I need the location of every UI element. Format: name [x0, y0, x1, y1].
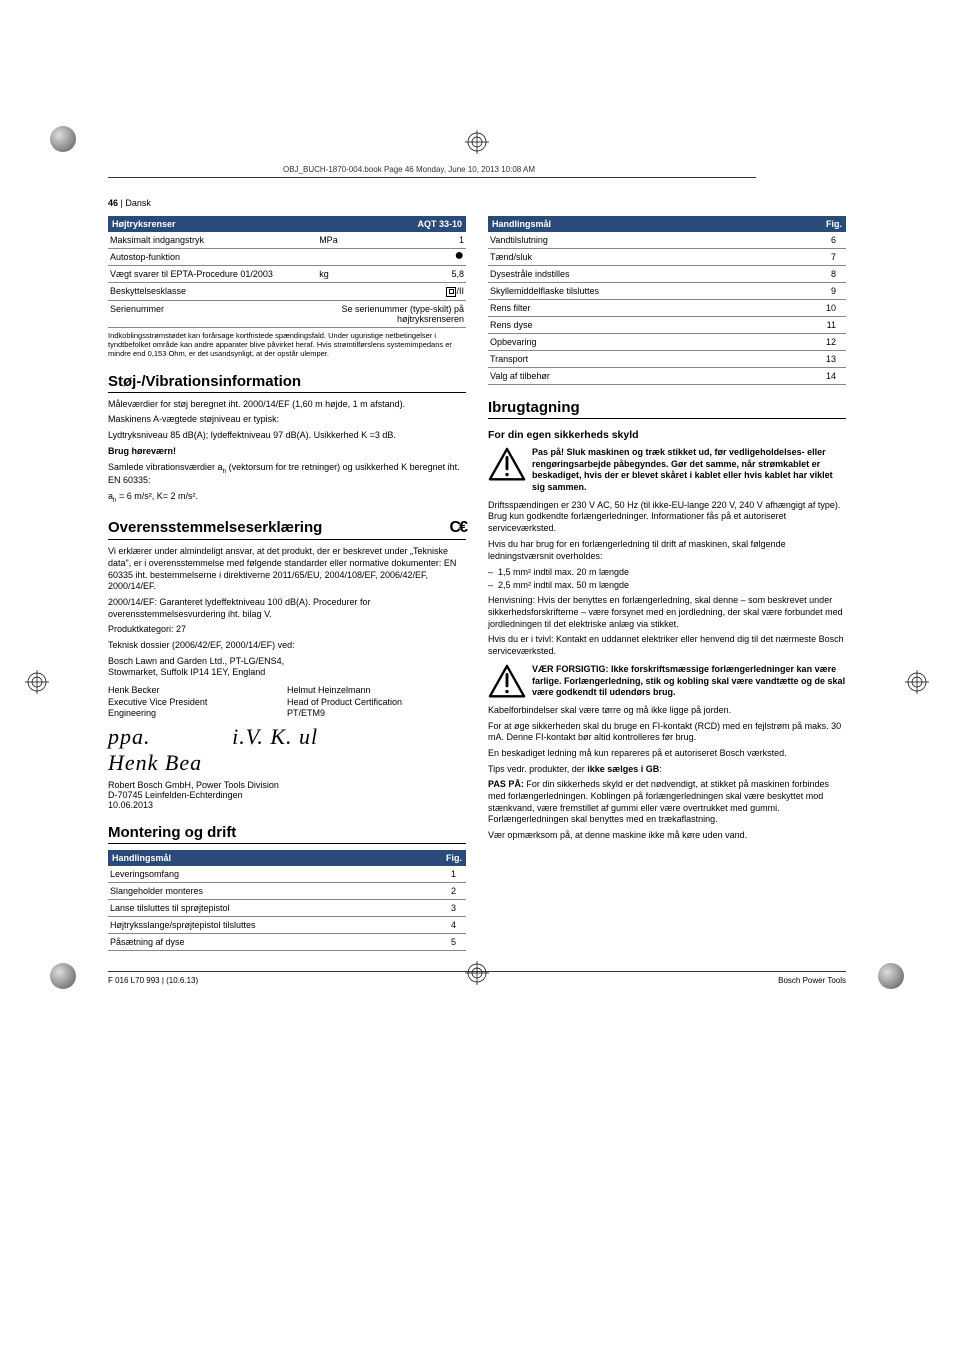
spec-header-left: Højtryksrenser — [112, 219, 417, 229]
noise-p6: ah = 6 m/s², K= 2 m/s². — [108, 491, 466, 505]
table-row: Valg af tilbehør14 — [488, 368, 846, 385]
conf-p2: 2000/14/EF: Garanteret lydeffektniveau 1… — [108, 597, 466, 620]
comm-p4: Hvis du er i tvivl: Kontakt en uddannet … — [488, 634, 846, 657]
assembly-rows-b: Vandtilslutning6Tænd/sluk7Dysestråle ind… — [488, 232, 846, 385]
table-row: Tænd/sluk7 — [488, 249, 846, 266]
page-header: 46 | Dansk — [108, 198, 846, 208]
cable-list: 1,5 mm² indtil max. 20 m længde 2,5 mm² … — [488, 566, 846, 591]
footer-left: F 016 L70 993 | (10.6.13) — [108, 976, 198, 985]
registration-mark — [465, 130, 489, 154]
left-column: Højtryksrenser AQT 33-10 Maksimalt indga… — [108, 216, 466, 951]
noise-p5: Samlede vibrationsværdier ah (vektorsum … — [108, 462, 466, 488]
comm-p8: Tips vedr. produkter, der ikke sælges i … — [488, 764, 846, 776]
table-row: Lanse tilsluttes til sprøjtepistol3 — [108, 900, 466, 917]
sig2-title: Head of Product Certification — [287, 697, 466, 709]
conf-p6: Stowmarket, Suffolk IP14 1EY, England — [108, 667, 466, 679]
table-row: Maksimalt indgangstrykMPa1 — [108, 232, 466, 249]
comm-p5: Kabelforbindelser skal være tørre og må … — [488, 705, 846, 717]
book-header: OBJ_BUCH-1870-004.book Page 46 Monday, J… — [108, 155, 756, 178]
conf-p5: Bosch Lawn and Garden Ltd., PT-LG/ENS4, — [108, 656, 466, 668]
safety-subheading: For din egen sikkerheds skyld — [488, 429, 846, 441]
gradient-mark — [878, 963, 904, 989]
warning-2-text: VÆR FORSIGTIG: Ikke forskriftsmæssige fo… — [532, 664, 846, 699]
gradient-mark — [50, 963, 76, 989]
noise-p1: Måleværdier for støj beregnet iht. 2000/… — [108, 399, 466, 411]
sig1-name: Henk Becker — [108, 685, 287, 697]
noise-p3: Lydtryksniveau 85 dB(A); lydeffektniveau… — [108, 430, 466, 442]
gradient-mark — [50, 126, 76, 152]
warning-1-text: Pas på! Sluk maskinen og træk stikket ud… — [532, 447, 846, 494]
spec-table-header: Højtryksrenser AQT 33-10 — [108, 216, 466, 232]
assembly-rows-a: Leveringsomfang1Slangeholder monteres2La… — [108, 866, 466, 951]
lang-label: Dansk — [125, 198, 151, 208]
comm-p7: En beskadiget ledning må kun repareres p… — [488, 748, 846, 760]
addr2: D-70745 Leinfelden-Echterdingen — [108, 790, 466, 800]
assembly-table-header: Handlingsmål Fig. — [108, 850, 466, 866]
ce-mark-icon: C€ — [450, 519, 466, 537]
spec-note: Indkoblingsstrømstødet kan forårsage kor… — [108, 331, 466, 359]
warning-triangle-icon — [488, 447, 526, 481]
table-row: Leveringsomfang1 — [108, 866, 466, 883]
table-row: Beskyttelsesklasse/II — [108, 283, 466, 301]
page-content: OBJ_BUCH-1870-004.book Page 46 Monday, J… — [0, 0, 954, 1045]
warning-1: Pas på! Sluk maskinen og træk stikket ud… — [488, 447, 846, 494]
warning-2: VÆR FORSIGTIG: Ikke forskriftsmæssige fo… — [488, 664, 846, 699]
spec-header-right: AQT 33-10 — [417, 219, 462, 229]
page-number: 46 — [108, 198, 118, 208]
sig2-dept: PT/ETM9 — [287, 708, 466, 720]
warning-triangle-icon — [488, 664, 526, 698]
table-row: Rens dyse11 — [488, 317, 846, 334]
conformity-heading: Overensstemmelseserklæring C€ — [108, 519, 466, 540]
sig1-dept: Engineering — [108, 708, 287, 720]
table-row: SerienummerSe serienummer (type-skilt) p… — [108, 301, 466, 328]
signature-block: Henk Becker Executive Vice President Eng… — [108, 685, 466, 810]
comm-p9: PAS PÅ: For din sikkerheds skyld er det … — [488, 779, 846, 826]
spec-rows: Maksimalt indgangstrykMPa1Autostop-funkt… — [108, 232, 466, 328]
commissioning-heading: Ibrugtagning — [488, 399, 846, 419]
comm-p2: Hvis du har brug for en forlængerledning… — [488, 539, 846, 562]
table-row: Skyllemiddelflaske tilsluttes9 — [488, 283, 846, 300]
right-column: Handlingsmål Fig. Vandtilslutning6Tænd/s… — [488, 216, 846, 951]
table-row: Opbevaring12 — [488, 334, 846, 351]
conf-p1: Vi erklærer under almindeligt ansvar, at… — [108, 546, 466, 593]
noise-p2: Maskinens A-vægtede støjniveau er typisk… — [108, 414, 466, 426]
sig1-title: Executive Vice President — [108, 697, 287, 709]
table-row: Vægt svarer til EPTA-Procedure 01/2003kg… — [108, 266, 466, 283]
table-row: Autostop-funktion● — [108, 249, 466, 266]
table-row: Transport13 — [488, 351, 846, 368]
table-row: Vandtilslutning6 — [488, 232, 846, 249]
assembly-table-header-b: Handlingsmål Fig. — [488, 216, 846, 232]
registration-mark — [905, 670, 929, 694]
registration-mark — [25, 670, 49, 694]
table-row: Slangeholder monteres2 — [108, 883, 466, 900]
list-item: 1,5 mm² indtil max. 20 m længde — [488, 566, 846, 579]
signatures-icon: ppa.Henk Bea i.V. K. ul — [108, 724, 466, 776]
registration-mark — [465, 961, 489, 985]
list-item: 2,5 mm² indtil max. 50 m længde — [488, 579, 846, 592]
table-row: Rens filter10 — [488, 300, 846, 317]
footer-right: Bosch Power Tools — [778, 976, 846, 985]
addr1: Robert Bosch GmbH, Power Tools Division — [108, 780, 466, 790]
conf-p4: Teknisk dossier (2006/42/EF, 2000/14/EF)… — [108, 640, 466, 652]
conf-p3: Produktkategori: 27 — [108, 624, 466, 636]
noise-heading: Støj-/Vibrationsinformation — [108, 373, 466, 393]
comm-p1: Driftsspændingen er 230 V AC, 50 Hz (til… — [488, 500, 846, 535]
comm-p3: Henvisning: Hvis der benyttes en forlæng… — [488, 595, 846, 630]
table-row: Højtryksslange/sprøjtepistol tilsluttes4 — [108, 917, 466, 934]
noise-p4: Brug høreværn! — [108, 446, 466, 458]
assembly-heading: Montering og drift — [108, 824, 466, 844]
sig2-name: Helmut Heinzelmann — [287, 685, 466, 697]
table-row: Påsætning af dyse5 — [108, 934, 466, 951]
table-row: Dysestråle indstilles8 — [488, 266, 846, 283]
addr3: 10.06.2013 — [108, 800, 466, 810]
comm-p10: Vær opmærksom på, at denne maskine ikke … — [488, 830, 846, 842]
comm-p6: For at øge sikkerheden skal du bruge en … — [488, 721, 846, 744]
